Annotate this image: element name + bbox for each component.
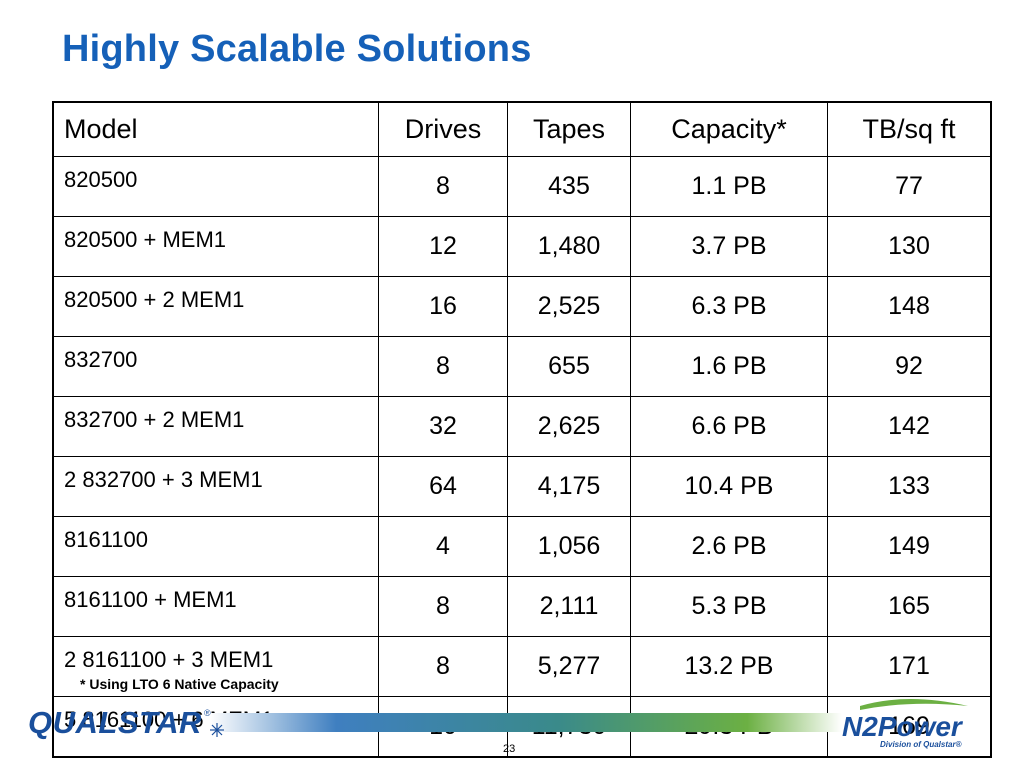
footnote: * Using LTO 6 Native Capacity (80, 676, 279, 692)
tapes-cell: 5,277 (507, 636, 631, 697)
capacity-cell: 1.1 PB (630, 156, 828, 217)
tapes-cell: 655 (507, 336, 631, 397)
header-tb-sq-ft: TB/sq ft (827, 101, 992, 157)
drives-cell: 8 (378, 636, 508, 697)
capacity-cell: 6.3 PB (630, 276, 828, 337)
tb-sq-ft-cell: 130 (827, 216, 992, 277)
tapes-cell: 2,625 (507, 396, 631, 457)
swoosh-icon (860, 699, 968, 710)
table-row: 8161100 4 1,056 2.6 PB 149 (52, 516, 992, 577)
model-cell: 820500 + MEM1 (52, 216, 379, 277)
drives-cell: 64 (378, 456, 508, 517)
tapes-cell: 2,525 (507, 276, 631, 337)
tb-sq-ft-cell: 142 (827, 396, 992, 457)
tb-sq-ft-cell: 149 (827, 516, 992, 577)
model-cell: 8161100 (52, 516, 379, 577)
drives-cell: 32 (378, 396, 508, 457)
svg-text:QUALSTAR: QUALSTAR (28, 705, 202, 740)
table-row: 832700 8 655 1.6 PB 92 (52, 336, 992, 397)
header-capacity: Capacity* (630, 101, 828, 157)
tb-sq-ft-cell: 77 (827, 156, 992, 217)
table-row: 832700 + 2 MEM1 32 2,625 6.6 PB 142 (52, 396, 992, 457)
capacity-cell: 10.4 PB (630, 456, 828, 517)
capacity-cell: 6.6 PB (630, 396, 828, 457)
tapes-cell: 2,111 (507, 576, 631, 637)
tapes-cell: 435 (507, 156, 631, 217)
qualstar-logo: QUALSTAR ® (26, 700, 226, 749)
tb-sq-ft-cell: 165 (827, 576, 992, 637)
n2power-logo: N2Power (838, 696, 998, 745)
tb-sq-ft-cell: 169 (827, 696, 992, 758)
capacity-cell: 2.6 PB (630, 516, 828, 577)
header-tapes: Tapes (507, 101, 631, 157)
svg-text:N2Power: N2Power (842, 711, 964, 740)
n2power-subtitle: Division of Qualstar® (880, 740, 962, 749)
slide-title: Highly Scalable Solutions (62, 28, 532, 70)
capacity-cell: 13.2 PB (630, 636, 828, 697)
tapes-cell: 1,056 (507, 516, 631, 577)
drives-cell: 16 (378, 276, 508, 337)
table-row: 820500 8 435 1.1 PB 77 (52, 156, 992, 217)
drives-cell: 12 (378, 216, 508, 277)
model-cell: 2 8161100 + 3 MEM1 (52, 636, 379, 697)
table-row: 820500 + MEM1 12 1,480 3.7 PB 130 (52, 216, 992, 277)
drives-cell: 8 (378, 156, 508, 217)
header-drives: Drives (378, 101, 508, 157)
model-cell: 832700 + 2 MEM1 (52, 396, 379, 457)
footer-gradient-band (210, 713, 842, 732)
capacity-cell: 1.6 PB (630, 336, 828, 397)
page-number: 23 (503, 743, 516, 755)
specs-table: Model Drives Tapes Capacity* TB/sq ft 82… (52, 101, 992, 758)
capacity-cell: 5.3 PB (630, 576, 828, 637)
table-row: 2 832700 + 3 MEM1 64 4,175 10.4 PB 133 (52, 456, 992, 517)
tb-sq-ft-cell: 171 (827, 636, 992, 697)
svg-text:®: ® (204, 708, 211, 718)
model-cell: 832700 (52, 336, 379, 397)
table-row: 820500 + 2 MEM1 16 2,525 6.3 PB 148 (52, 276, 992, 337)
model-cell: 2 832700 + 3 MEM1 (52, 456, 379, 517)
header-model: Model (52, 101, 379, 157)
table-row: 8161100 + MEM1 8 2,111 5.3 PB 165 (52, 576, 992, 637)
table-row: 2 8161100 + 3 MEM1 8 5,277 13.2 PB 171 (52, 636, 992, 697)
model-cell: 8161100 + MEM1 (52, 576, 379, 637)
drives-cell: 4 (378, 516, 508, 577)
tb-sq-ft-cell: 133 (827, 456, 992, 517)
tb-sq-ft-cell: 148 (827, 276, 992, 337)
star-burst-icon (210, 723, 224, 737)
table-body: 820500 8 435 1.1 PB 77 820500 + MEM1 12 1,480 3.… (52, 156, 992, 758)
drives-cell: 8 (378, 336, 508, 397)
drives-cell: 8 (378, 576, 508, 637)
capacity-cell: 3.7 PB (630, 216, 828, 277)
table-header-row: Model Drives Tapes Capacity* TB/sq ft (52, 101, 992, 157)
model-cell: 820500 (52, 156, 379, 217)
model-cell: 820500 + 2 MEM1 (52, 276, 379, 337)
tb-sq-ft-cell: 92 (827, 336, 992, 397)
tapes-cell: 1,480 (507, 216, 631, 277)
tapes-cell: 4,175 (507, 456, 631, 517)
